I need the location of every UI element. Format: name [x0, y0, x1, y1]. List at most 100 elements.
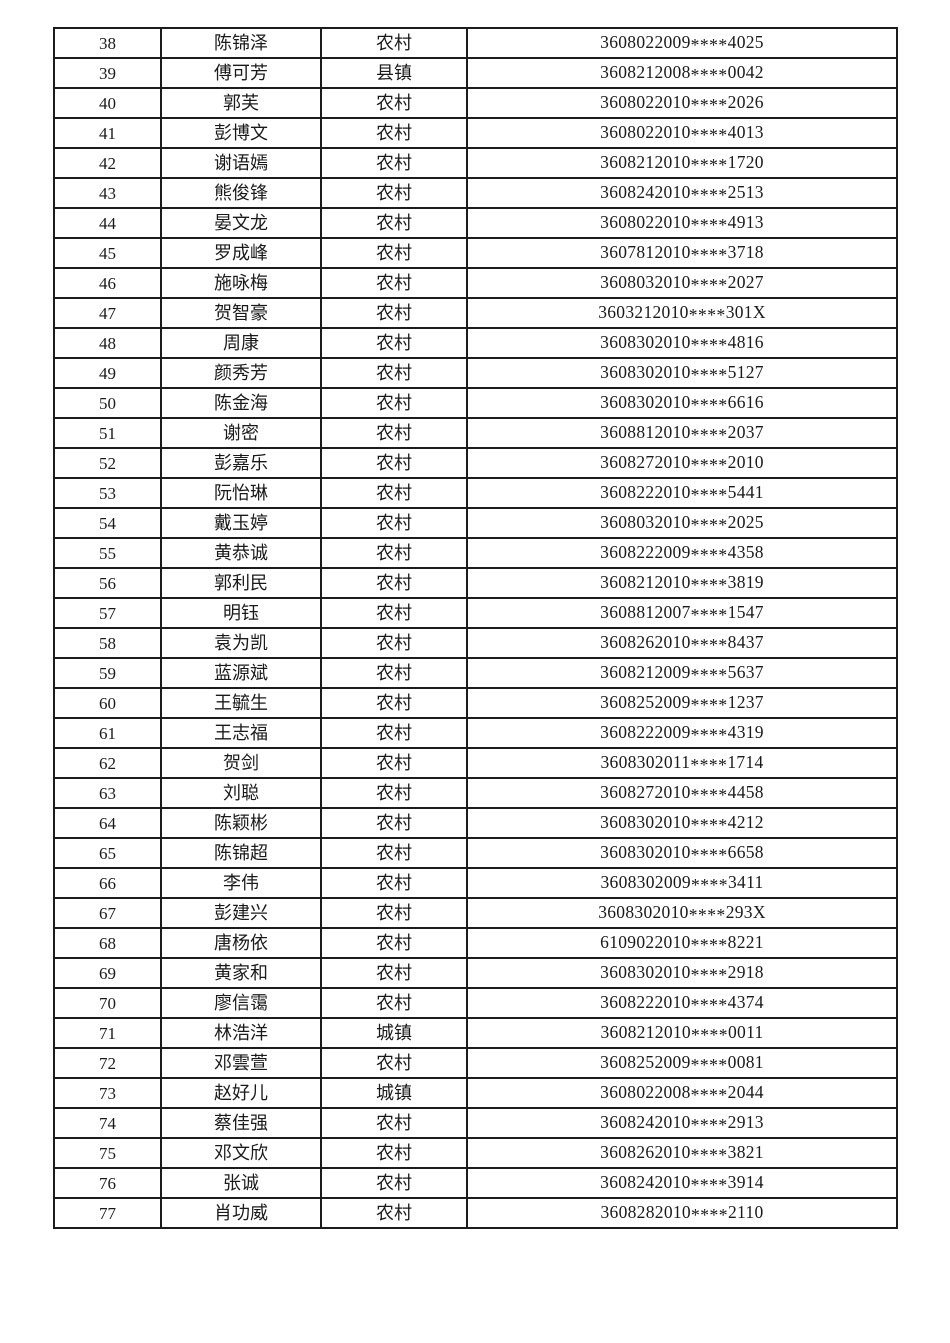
id-number-cell: 3608022009****4025	[466, 27, 898, 59]
masked-digits: ****	[690, 785, 728, 806]
household-type-cell: 农村	[320, 207, 468, 239]
serial-number-cell: 77	[53, 1197, 162, 1229]
serial-number-cell: 69	[53, 957, 162, 989]
name-cell: 邓雲萱	[160, 1047, 322, 1079]
id-number-cell: 3608272010****2010	[466, 447, 898, 479]
serial-number-cell: 44	[53, 207, 162, 239]
household-type-cell: 农村	[320, 687, 468, 719]
serial-number-cell: 59	[53, 657, 162, 689]
table-row: 74 蔡佳强 农村 3608242010****2913	[53, 1107, 898, 1139]
name-cell: 袁为凯	[160, 627, 322, 659]
name-cell: 熊俊锋	[160, 177, 322, 209]
masked-digits: ****	[690, 845, 728, 866]
masked-digits: ****	[690, 755, 728, 776]
id-number-cell: 3608222010****5441	[466, 477, 898, 509]
masked-digits: ****	[690, 965, 728, 986]
serial-number-cell: 48	[53, 327, 162, 359]
serial-number-cell: 75	[53, 1137, 162, 1169]
household-type-cell: 农村	[320, 837, 468, 869]
table-row: 55 黄恭诚 农村 3608222009****4358	[53, 537, 898, 569]
household-type-cell: 农村	[320, 777, 468, 809]
name-cell: 彭建兴	[160, 897, 322, 929]
masked-digits: ****	[690, 545, 728, 566]
masked-digits: ****	[690, 335, 728, 356]
name-cell: 周康	[160, 327, 322, 359]
name-cell: 黄家和	[160, 957, 322, 989]
table-row: 69 黄家和 农村 3608302010****2918	[53, 957, 898, 989]
masked-digits: ****	[690, 665, 728, 686]
table-row: 60 王毓生 农村 3608252009****1237	[53, 687, 898, 719]
id-number-cell: 3608812010****2037	[466, 417, 898, 449]
table-row: 44 晏文龙 农村 3608022010****4913	[53, 207, 898, 239]
masked-digits: ****	[690, 695, 728, 716]
id-number-cell: 3608302010****2918	[466, 957, 898, 989]
serial-number-cell: 63	[53, 777, 162, 809]
table-row: 72 邓雲萱 农村 3608252009****0081	[53, 1047, 898, 1079]
serial-number-cell: 67	[53, 897, 162, 929]
name-cell: 邓文欣	[160, 1137, 322, 1169]
id-number-cell: 3608242010****2913	[466, 1107, 898, 1139]
household-type-cell: 农村	[320, 957, 468, 989]
table-row: 43 熊俊锋 农村 3608242010****2513	[53, 177, 898, 209]
name-cell: 郭利民	[160, 567, 322, 599]
serial-number-cell: 47	[53, 297, 162, 329]
masked-digits: ****	[690, 575, 728, 596]
masked-digits: ****	[690, 1115, 728, 1136]
household-type-cell: 农村	[320, 657, 468, 689]
household-type-cell: 农村	[320, 867, 468, 899]
id-number-cell: 3608302010****5127	[466, 357, 898, 389]
household-type-cell: 农村	[320, 417, 468, 449]
id-number-cell: 3608242010****2513	[466, 177, 898, 209]
masked-digits: ****	[690, 1205, 728, 1226]
serial-number-cell: 66	[53, 867, 162, 899]
table-row: 39 傅可芳 县镇 3608212008****0042	[53, 57, 898, 89]
serial-number-cell: 45	[53, 237, 162, 269]
masked-digits: ****	[690, 185, 728, 206]
household-type-cell: 农村	[320, 117, 468, 149]
id-number-cell: 3608252009****0081	[466, 1047, 898, 1079]
table-row: 61 王志福 农村 3608222009****4319	[53, 717, 898, 749]
serial-number-cell: 43	[53, 177, 162, 209]
household-type-cell: 农村	[320, 147, 468, 179]
table-row: 57 明钰 农村 3608812007****1547	[53, 597, 898, 629]
id-number-cell: 3608212010****0011	[466, 1017, 898, 1049]
household-type-cell: 农村	[320, 627, 468, 659]
id-number-cell: 3608212010****3819	[466, 567, 898, 599]
serial-number-cell: 74	[53, 1107, 162, 1139]
table-row: 49 颜秀芳 农村 3608302010****5127	[53, 357, 898, 389]
masked-digits: ****	[690, 215, 728, 236]
id-number-cell: 3607812010****3718	[466, 237, 898, 269]
serial-number-cell: 57	[53, 597, 162, 629]
id-number-cell: 3608302010****293X	[466, 897, 898, 929]
name-cell: 张诚	[160, 1167, 322, 1199]
masked-digits: ****	[690, 395, 728, 416]
name-cell: 谢语嫣	[160, 147, 322, 179]
household-type-cell: 农村	[320, 447, 468, 479]
household-type-cell: 农村	[320, 897, 468, 929]
table-row: 56 郭利民 农村 3608212010****3819	[53, 567, 898, 599]
masked-digits: ****	[690, 155, 728, 176]
table-row: 40 郭芙 农村 3608022010****2026	[53, 87, 898, 119]
id-number-cell: 3608302010****6658	[466, 837, 898, 869]
id-number-cell: 3608212009****5637	[466, 657, 898, 689]
id-number-cell: 3608022010****2026	[466, 87, 898, 119]
name-cell: 蔡佳强	[160, 1107, 322, 1139]
name-cell: 彭博文	[160, 117, 322, 149]
masked-digits: ****	[690, 515, 728, 536]
serial-number-cell: 72	[53, 1047, 162, 1079]
name-cell: 施咏梅	[160, 267, 322, 299]
household-type-cell: 农村	[320, 507, 468, 539]
id-number-cell: 3608262010****8437	[466, 627, 898, 659]
name-cell: 李伟	[160, 867, 322, 899]
id-number-cell: 3608032010****2025	[466, 507, 898, 539]
roster-table: 38 陈锦泽 农村 3608022009****4025 39 傅可芳 县镇 3…	[53, 27, 898, 1229]
household-type-cell: 农村	[320, 177, 468, 209]
serial-number-cell: 76	[53, 1167, 162, 1199]
id-number-cell: 3608022008****2044	[466, 1077, 898, 1109]
masked-digits: ****	[690, 635, 728, 656]
household-type-cell: 农村	[320, 267, 468, 299]
name-cell: 阮怡琳	[160, 477, 322, 509]
name-cell: 戴玉婷	[160, 507, 322, 539]
masked-digits: ****	[690, 995, 728, 1016]
household-type-cell: 农村	[320, 1197, 468, 1229]
